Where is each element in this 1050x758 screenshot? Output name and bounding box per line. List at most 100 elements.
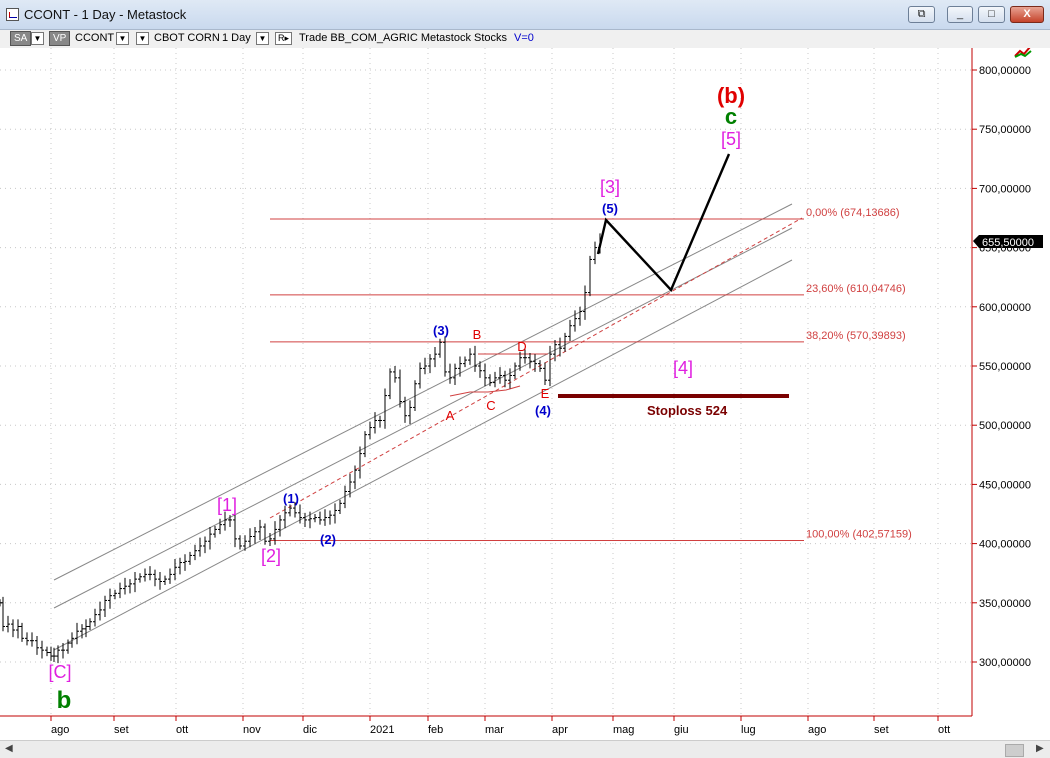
price-bar — [6, 615, 10, 633]
price-bar — [193, 544, 197, 561]
horizontal-scrollbar[interactable]: ◀ ▶ — [0, 740, 1050, 758]
price-bar — [93, 608, 97, 627]
price-bar — [398, 369, 402, 408]
price-bar — [408, 400, 412, 425]
price-bar — [233, 512, 237, 548]
price-bar — [573, 310, 577, 332]
wave-label: C — [486, 398, 495, 413]
price-bar — [248, 528, 252, 548]
price-bar — [543, 362, 547, 385]
y-tick-label: 800,00000 — [979, 65, 1031, 77]
price-bar — [148, 566, 152, 581]
price-bar — [203, 536, 207, 554]
channel-upper-line[interactable] — [53, 203, 793, 581]
price-bar — [70, 632, 74, 648]
scroll-left-icon[interactable]: ◀ — [5, 743, 13, 754]
price-bar — [253, 527, 257, 544]
price-bar — [323, 509, 327, 526]
y-tick-label: 600,00000 — [979, 302, 1031, 314]
wave-label: [C] — [48, 662, 71, 682]
wave-label: (5) — [602, 201, 618, 216]
price-bar — [433, 347, 437, 368]
price-bar — [163, 575, 167, 586]
wave-label: A — [446, 408, 455, 423]
price-bar — [40, 640, 44, 659]
price-bar — [488, 374, 492, 387]
chart-area[interactable]: 300,00000 350,00000 400,00000 450,00000 500,… — [0, 46, 1050, 740]
close-button[interactable]: X — [1010, 6, 1044, 23]
price-bar — [258, 519, 262, 541]
x-tick-label: ott — [176, 724, 188, 736]
price-bar — [368, 421, 372, 440]
price-bar — [84, 619, 88, 638]
price-bar — [123, 577, 127, 595]
period-dropdown-icon[interactable]: ▼ — [256, 32, 269, 45]
price-bar — [468, 348, 472, 365]
price-bar — [173, 558, 177, 581]
price-bar — [80, 624, 84, 639]
price-bar — [278, 515, 282, 537]
y-tick-label: 550,00000 — [979, 361, 1031, 373]
price-bar — [45, 646, 49, 657]
current-price-tag: 655,50000 — [973, 235, 1043, 249]
sa-badge[interactable]: SA — [10, 31, 32, 46]
price-bar — [588, 255, 592, 297]
restore-all-button[interactable]: ⧉ — [908, 6, 935, 23]
triangle-lower-line[interactable] — [449, 385, 521, 397]
price-bar — [133, 572, 137, 593]
wave-label: (1) — [283, 491, 299, 506]
price-bar — [198, 537, 202, 557]
price-bar — [418, 362, 422, 389]
price-bar — [503, 370, 507, 388]
price-bar — [353, 465, 357, 490]
wave-label: [5] — [721, 129, 741, 149]
price-bar — [593, 241, 597, 265]
price-bar — [403, 396, 407, 423]
price-bar — [313, 514, 317, 523]
x-tick-label: giu — [674, 724, 689, 736]
price-bar — [158, 572, 162, 590]
maximize-button[interactable]: □ — [978, 6, 1005, 23]
fib-level-label: 23,60% (610,04746) — [806, 283, 906, 295]
x-tick-label: ago — [51, 724, 69, 736]
vp-badge[interactable]: VP — [49, 31, 71, 46]
channel-middle-line[interactable] — [53, 227, 793, 609]
x-tick-label: mar — [485, 724, 504, 736]
scroll-thumb[interactable] — [1005, 744, 1024, 757]
price-bar — [223, 511, 227, 531]
trendline-dashed[interactable] — [269, 217, 803, 519]
price-bar — [208, 527, 212, 550]
y-tick-label: 450,00000 — [979, 479, 1031, 491]
scroll-right-icon[interactable]: ▶ — [1036, 743, 1044, 754]
minimize-button[interactable]: _ — [947, 6, 973, 23]
wave-label: b — [57, 687, 72, 714]
v-indicator: V=0 — [514, 32, 534, 44]
price-bar — [413, 380, 417, 411]
price-bar — [373, 412, 377, 434]
x-tick-label: ago — [808, 724, 826, 736]
price-chart[interactable]: 300,00000 350,00000 400,00000 450,00000 500,… — [0, 46, 1050, 740]
y-tick-label: 300,00000 — [979, 657, 1031, 669]
refresh-icon[interactable]: R▸ — [275, 32, 292, 45]
x-tick-label: apr — [552, 724, 568, 736]
app-chart-icon — [6, 8, 19, 21]
sa-dropdown-icon[interactable]: ▼ — [31, 32, 44, 45]
wave-label: (4) — [535, 403, 551, 418]
indicator-toggle-icon[interactable] — [1014, 46, 1032, 58]
symbol-dropdown-icon[interactable]: ▼ — [116, 32, 129, 45]
projection-path[interactable] — [596, 153, 731, 293]
wave-label: c — [725, 104, 737, 129]
price-bar — [548, 345, 552, 387]
chart-toolbar: SA ▼ VP CCONT ▼ ▼ CBOT CORN 1 Day ▼ R▸ T… — [0, 30, 1050, 48]
wave-label: (b) — [717, 83, 745, 108]
channel-lower-line[interactable] — [53, 259, 793, 651]
price-bar — [478, 361, 482, 378]
y-tick-label: 700,00000 — [979, 183, 1031, 195]
y-tick-label: 500,00000 — [979, 420, 1031, 432]
x-tick-label: dic — [303, 724, 318, 736]
price-bar — [66, 639, 70, 654]
security-dropdown-icon[interactable]: ▼ — [136, 32, 149, 45]
x-tick-label: lug — [741, 724, 756, 736]
wave-label: [2] — [261, 546, 281, 566]
price-bar — [213, 525, 217, 538]
